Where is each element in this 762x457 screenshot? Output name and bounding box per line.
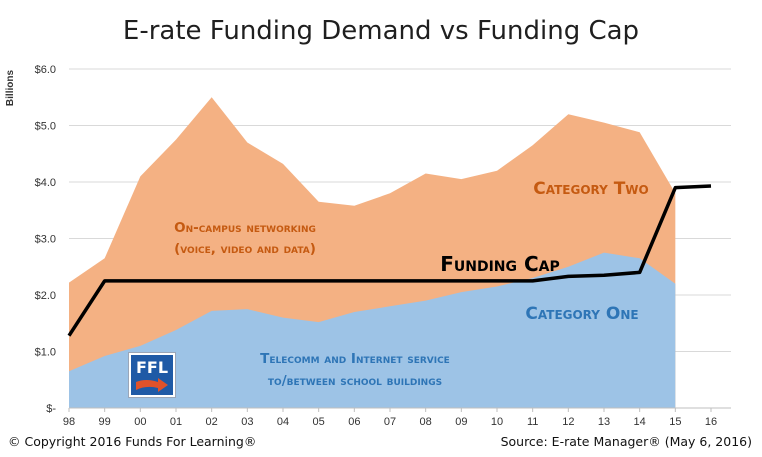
- y-tick-label: $5.0: [35, 121, 56, 133]
- x-tick-label: 99: [99, 416, 111, 428]
- source-text: Source: E-rate Manager® (May 6, 2016): [500, 434, 752, 449]
- y-tick-label: $2.0: [35, 290, 56, 302]
- logo-text: FFL: [136, 358, 168, 377]
- funding-cap-series: [67, 184, 712, 337]
- x-tick-label: 10: [491, 416, 503, 428]
- ffl-logo-icon: FFL: [128, 352, 176, 398]
- x-tick-label: 13: [598, 416, 610, 428]
- x-tick-label: 08: [420, 416, 432, 428]
- on-campus-label-line1: On-campus networking: [174, 220, 316, 236]
- chart-title: E-rate Funding Demand vs Funding Cap: [122, 16, 640, 46]
- copyright-text: © Copyright 2016 Funds For Learning®: [8, 434, 257, 449]
- y-tick-label: $1.0: [35, 347, 56, 359]
- y-tick-label: $-: [46, 403, 56, 415]
- y-tick-label: $4.0: [35, 177, 56, 189]
- area-series: [69, 97, 676, 408]
- x-tick-label: 02: [206, 416, 218, 428]
- funding-cap-line: [67, 184, 712, 337]
- x-tick-label: 98: [63, 416, 75, 428]
- x-tick-labels: 98 99 00 01 02 03 04 05 06 07 08 09 10 11 12 13 14 15 16: [63, 416, 717, 428]
- x-tick-label: 11: [527, 416, 538, 428]
- funding-cap-label: Funding Cap: [440, 252, 560, 276]
- x-tick-label: 09: [455, 416, 467, 428]
- x-tick-label: 05: [313, 416, 325, 428]
- telecomm-label-line1: Telecomm and Internet service: [260, 351, 450, 367]
- x-tick-label: 03: [241, 416, 253, 428]
- category-two-label: Category Two: [533, 179, 649, 199]
- x-tick-label: 04: [277, 416, 289, 428]
- x-tick-label: 01: [170, 416, 182, 428]
- x-tick-label: 12: [562, 416, 574, 428]
- y-axis-label: Billions: [5, 70, 16, 107]
- category-one-label: Category One: [525, 304, 638, 324]
- y-tick-label: $3.0: [35, 234, 56, 246]
- x-tick-label: 16: [705, 416, 717, 428]
- y-tick-labels: $- $1.0 $2.0 $3.0 $4.0 $5.0 $6.0: [35, 64, 57, 415]
- x-tick-label: 14: [634, 416, 646, 428]
- x-tick-label: 15: [669, 416, 681, 428]
- on-campus-label-line2: (voice, video and data): [174, 241, 316, 257]
- x-tick-label: 07: [384, 416, 396, 428]
- y-tick-label: $6.0: [35, 64, 56, 76]
- x-tick-label: 00: [134, 416, 146, 428]
- telecomm-label-line2: to/between school buildings: [268, 373, 442, 389]
- axes: [68, 407, 731, 412]
- category-one-area: [69, 252, 676, 408]
- x-tick-label: 06: [348, 416, 360, 428]
